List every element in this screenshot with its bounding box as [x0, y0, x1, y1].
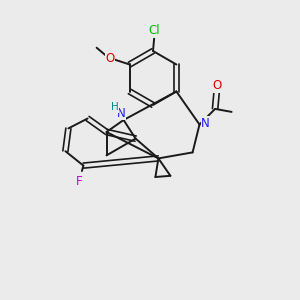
Text: O: O: [106, 52, 115, 65]
Text: Cl: Cl: [148, 24, 160, 38]
Text: F: F: [76, 175, 82, 188]
Text: H: H: [111, 102, 119, 112]
Text: N: N: [201, 117, 210, 130]
Text: N: N: [117, 107, 126, 120]
Text: O: O: [212, 79, 221, 92]
